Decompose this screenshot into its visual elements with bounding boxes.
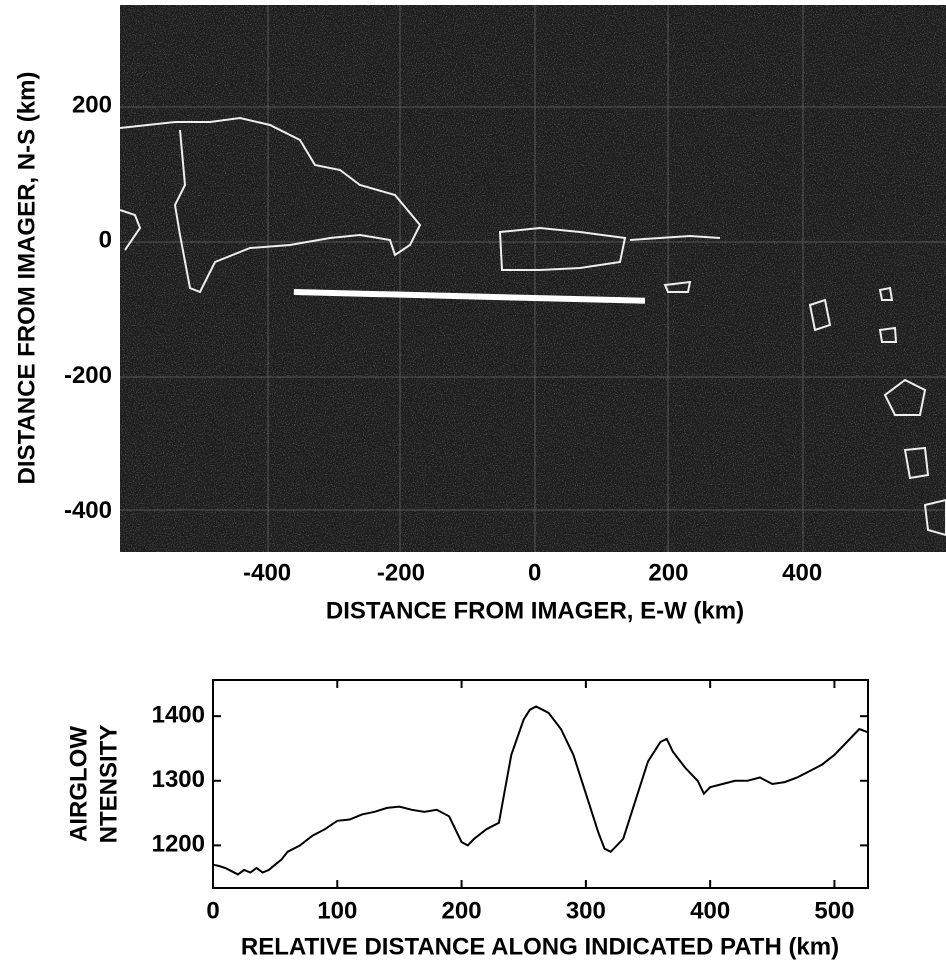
x-tick-label: 200 <box>648 559 688 586</box>
y-tick-label: -400 <box>64 497 112 524</box>
y-tick-label: 200 <box>72 92 112 119</box>
x-tick-label: 400 <box>690 897 730 924</box>
x-tick-label: 400 <box>782 559 822 586</box>
x-tick-label: 0 <box>528 559 541 586</box>
x-axis-label: RELATIVE DISTANCE ALONG INDICATED PATH (… <box>241 933 839 960</box>
plot-frame <box>212 679 869 889</box>
x-tick-label: -400 <box>243 559 291 586</box>
image-noise <box>120 5 946 552</box>
x-tick-label: -200 <box>377 559 425 586</box>
x-tick-label: 300 <box>566 897 606 924</box>
y-axis-label: DISTANCE FROM IMAGER, N-S (km) <box>13 72 40 485</box>
x-tick-label: 100 <box>317 897 357 924</box>
x-tick-label: 200 <box>442 897 482 924</box>
x-axis-label: DISTANCE FROM IMAGER, E-W (km) <box>326 597 744 624</box>
y-tick-label: 1300 <box>152 766 205 793</box>
y-tick-label: 1200 <box>152 831 205 858</box>
y-axis-label: NTENSITY <box>95 725 122 844</box>
x-tick-label: 0 <box>206 897 219 924</box>
y-tick-label: 0 <box>99 227 112 254</box>
x-tick-label: 500 <box>814 897 854 924</box>
image-grid <box>120 5 946 552</box>
y-axis-label: AIRGLOW <box>65 726 92 842</box>
airglow-image <box>119 5 946 552</box>
y-tick-label: 1400 <box>152 702 205 729</box>
path-line <box>293 289 646 304</box>
y-tick-label: -200 <box>64 362 112 389</box>
intensity-line <box>212 705 869 876</box>
coastlines <box>119 116 946 537</box>
